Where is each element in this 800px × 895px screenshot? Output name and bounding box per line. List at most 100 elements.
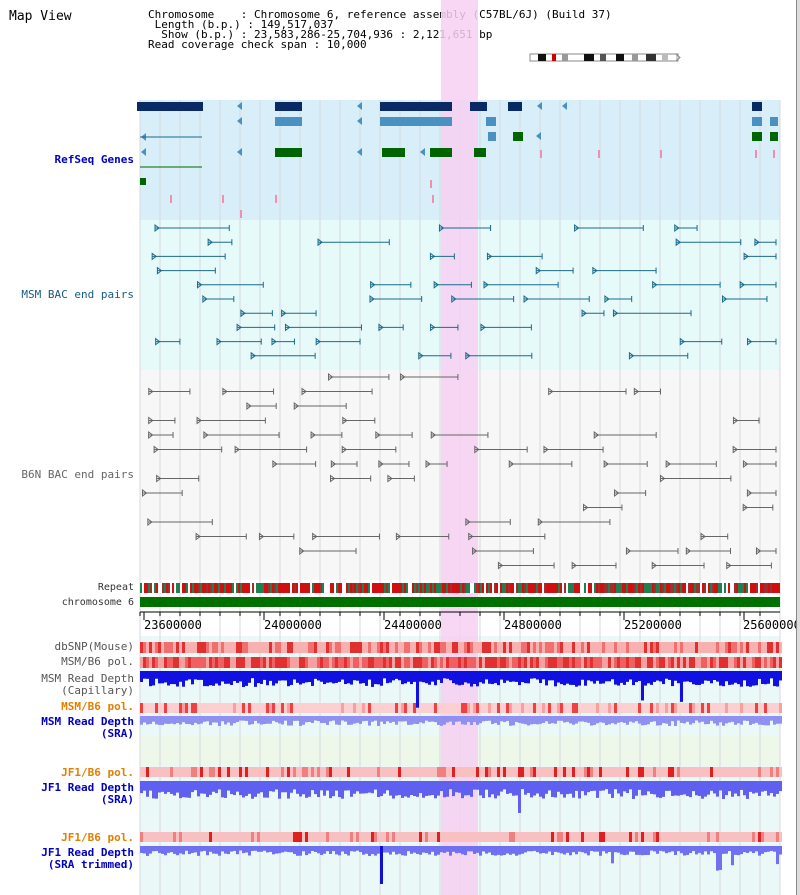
track-label-jf1-pol: JF1/B6 pol.: [61, 766, 134, 779]
heat-cell: [167, 642, 170, 653]
repeat-mark: [216, 583, 218, 593]
heat-cell: [275, 657, 278, 668]
depth-bar: [548, 671, 551, 681]
heat-cell: [572, 767, 575, 777]
depth-bar: [419, 846, 422, 855]
heat-cell: [668, 642, 671, 653]
heat-cell: [269, 642, 272, 653]
heat-cell: [221, 703, 224, 713]
depth-bar: [149, 716, 152, 724]
heat-cell: [518, 703, 521, 713]
depth-bar: [371, 716, 374, 722]
depth-bar: [488, 781, 491, 798]
depth-bar: [416, 781, 419, 797]
heat-cell: [551, 642, 554, 653]
depth-bar: [161, 671, 164, 684]
heat-cell: [224, 832, 227, 842]
chromosome-ideogram[interactable]: [528, 52, 682, 64]
repeat-mark: [506, 583, 508, 593]
heat-cell: [311, 657, 314, 668]
depth-bar: [764, 781, 767, 791]
repeat-mark: [202, 583, 204, 593]
depth-bar: [224, 846, 227, 854]
heat-cell: [308, 767, 311, 777]
heat-cell: [299, 832, 302, 842]
bac-end-marker: [603, 460, 609, 468]
heat-cell: [482, 767, 485, 777]
repeat-mark: [356, 583, 358, 593]
heat-cell: [371, 832, 374, 842]
heat-cell: [221, 767, 224, 777]
jf1-depth-trim-line2: (SRA trimmed): [47, 858, 134, 871]
repeat-mark: [466, 583, 468, 593]
repeat-mark: [736, 583, 738, 593]
bac-end-marker: [148, 387, 154, 396]
depth-bar: [722, 671, 725, 687]
heat-cell: [308, 642, 311, 653]
depth-bar: [260, 716, 263, 725]
depth-bar: [197, 846, 200, 856]
heat-cell: [632, 767, 635, 777]
depth-bar: [692, 846, 695, 852]
depth-bar: [146, 781, 149, 797]
track-label-b6n-bac[interactable]: B6N BAC end pairs: [21, 468, 134, 481]
depth-bar: [563, 716, 566, 723]
depth-bar: [392, 671, 395, 681]
depth-bar: [545, 671, 548, 686]
depth-bar: [191, 716, 194, 726]
heat-cell: [287, 703, 290, 713]
heat-cell: [443, 832, 446, 842]
repeat-mark: [250, 583, 252, 593]
repeat-mark: [410, 583, 412, 593]
bac-end-marker: [234, 445, 240, 454]
repeat-mark: [264, 583, 266, 593]
heat-cell: [329, 642, 332, 653]
scroll-edge[interactable]: [796, 0, 800, 895]
track-label-msm-bac[interactable]: MSM BAC end pairs: [21, 288, 134, 301]
heat-cell: [608, 642, 611, 653]
heat-cell: [170, 657, 173, 668]
heat-cell: [395, 657, 398, 668]
heat-cell: [773, 657, 776, 668]
heat-cell: [266, 832, 269, 842]
heat-cell: [566, 703, 569, 713]
depth-bar: [659, 781, 662, 798]
depth-bar: [164, 671, 167, 683]
heat-cell: [680, 767, 683, 777]
depth-bar: [671, 716, 674, 722]
depth-bar: [674, 846, 677, 855]
gene-arrow: [431, 117, 436, 125]
repeat-mark: [760, 583, 762, 593]
track-label-refseq[interactable]: RefSeq Genes: [54, 153, 134, 166]
repeat-mark: [542, 583, 544, 593]
heat-cell: [218, 767, 221, 777]
depth-bar: [491, 846, 494, 856]
heat-cell: [719, 767, 722, 777]
heat-cell: [704, 832, 707, 842]
depth-bar: [452, 716, 455, 725]
heat-cell: [257, 832, 260, 842]
depth-bar: [239, 671, 242, 682]
heat-cell: [236, 703, 239, 713]
heat-cell: [563, 767, 566, 777]
bac-end-marker: [328, 373, 334, 381]
depth-bar: [593, 781, 596, 791]
heat-cell: [650, 703, 653, 713]
heat-cell: [446, 832, 449, 842]
heat-cell: [278, 832, 281, 842]
depth-bar: [224, 671, 227, 684]
depth-bar: [620, 716, 623, 723]
heat-cell: [401, 703, 404, 713]
depth-bar: [668, 716, 671, 726]
repeat-mark: [718, 583, 720, 593]
heat-cell: [242, 703, 245, 713]
heat-cell: [779, 657, 782, 668]
depth-bar: [521, 781, 524, 790]
depth-bar: [626, 671, 629, 682]
gene-block: [752, 117, 762, 126]
heat-cell: [524, 703, 527, 713]
heat-cell: [584, 832, 587, 842]
depth-bar: [281, 671, 284, 681]
